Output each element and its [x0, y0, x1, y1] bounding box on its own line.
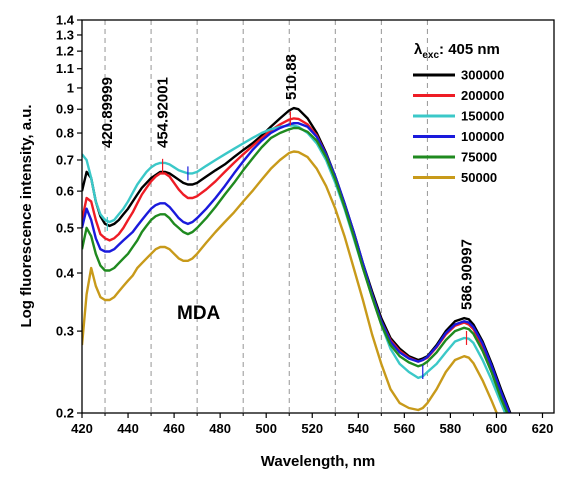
y-tick-label-0.5: 0.5 [56, 220, 74, 235]
y-tick-label-0.7: 0.7 [56, 152, 74, 167]
x-tick-label-620: 620 [532, 421, 554, 436]
peak-label-1: 454.92001 [154, 77, 171, 148]
x-tick-label-600: 600 [486, 421, 508, 436]
series-line-150000 [82, 124, 507, 413]
y-tick-label-0.2: 0.2 [56, 406, 74, 421]
y-axis: 0.2 0.3 0.4 0.5 0.6 0.7 0.8 0.9 1 1.1 1.2 1.31.4 [56, 13, 82, 421]
y-tick-label-1.2: 1.2 [56, 44, 74, 59]
series-line-75000 [82, 126, 509, 413]
legend-label-50000: 50000 [461, 170, 497, 185]
legend-title-lambda: λ [414, 41, 423, 58]
y-tick-label-0.6: 0.6 [56, 184, 74, 199]
legend: λexc: 405 nm 300000 200000 150000 100000 750… [413, 41, 504, 185]
legend-label-150000: 150000 [461, 109, 504, 124]
series-line-100000 [82, 122, 511, 413]
peak-markers [106, 111, 468, 380]
series-group [82, 106, 512, 413]
legend-label-75000: 75000 [461, 150, 497, 165]
legend-label-100000: 100000 [461, 129, 504, 144]
mda-annotation: MDA [177, 303, 221, 324]
peak-label-0: 420.89999 [99, 77, 116, 148]
peak-label-2: 510.88 [283, 54, 300, 100]
y-tick-label-1.3: 1.3 [56, 27, 74, 42]
y-tick-label-0.8: 0.8 [56, 126, 74, 141]
x-tick-label-460: 460 [163, 421, 185, 436]
x-tick-label-480: 480 [209, 421, 231, 436]
y-tick-label-0.9: 0.9 [56, 102, 74, 117]
x-tick-label-420: 420 [71, 421, 93, 436]
series-line-50000 [82, 150, 498, 413]
y-tick-label-1.1: 1.1 [56, 61, 74, 76]
x-tick-label-500: 500 [255, 421, 277, 436]
x-tick-label-540: 540 [347, 421, 369, 436]
legend-label-300000: 300000 [461, 68, 504, 83]
legend-title-rest: : 405 nm [439, 41, 500, 58]
legend-title-subscript: exc [422, 50, 439, 61]
x-tick-label-440: 440 [117, 421, 139, 436]
y-tick-label-0.3: 0.3 [56, 324, 74, 339]
y-tick-label-0.4: 0.4 [56, 266, 75, 281]
x-axis-title: Wavelength, nm [261, 453, 375, 470]
x-axis: 420 440 460 480 500 520 540 560 580 600 620 [71, 413, 553, 436]
y-tick-label-1: 1 [67, 80, 74, 95]
plot-frame [81, 19, 555, 414]
x-tick-label-560: 560 [393, 421, 415, 436]
x-tick-label-520: 520 [301, 421, 323, 436]
y-axis-title: Log fluorescence intensity, a.u. [18, 104, 35, 327]
grid-lines [104, 20, 428, 413]
peak-label-3: 586.90997 [458, 239, 475, 310]
x-tick-label-580: 580 [440, 421, 462, 436]
legend-title: λexc: 405 nm [414, 41, 500, 61]
legend-items: 300000 200000 150000 100000 75000 50000 [413, 68, 504, 185]
legend-label-200000: 200000 [461, 88, 504, 103]
y-tick-label-1.4: 1.4 [56, 13, 75, 28]
